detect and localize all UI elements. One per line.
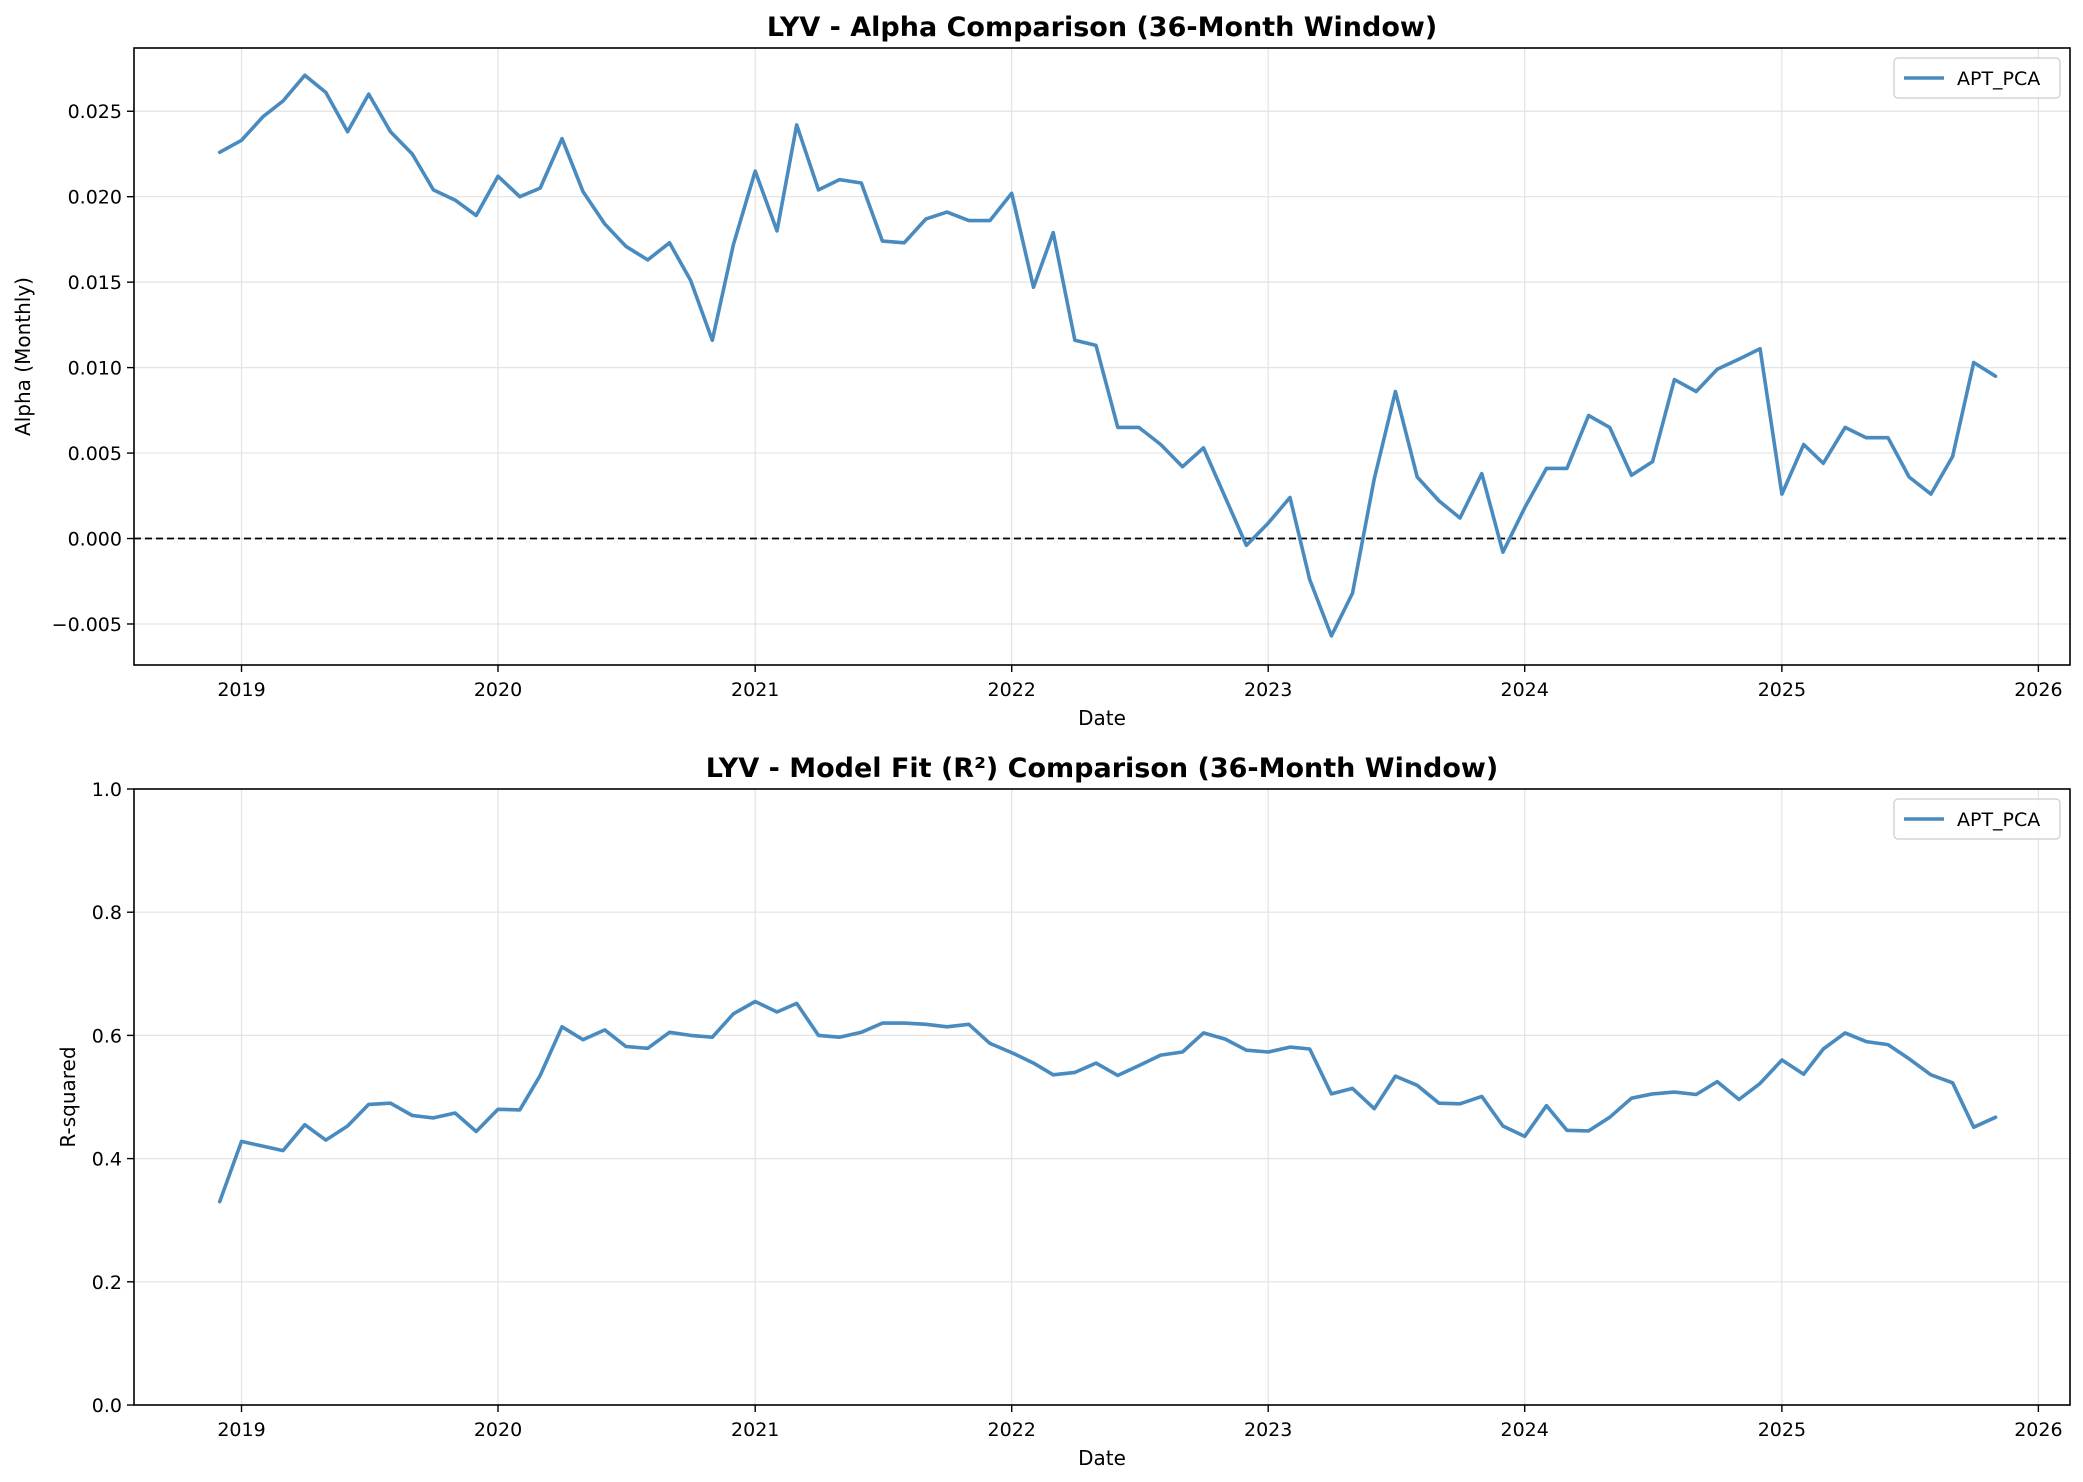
- alpha-chart: 2019 2020 2021 2022 2023 2024 2025 2026 −0.005 0.…: [11, 12, 2071, 730]
- y-tick-label: −0.005: [52, 614, 122, 636]
- y-tick-label: 0.025: [68, 101, 122, 123]
- x-tick-label: 2023: [1244, 1419, 1292, 1441]
- legend-label: APT_PCA: [1957, 809, 2040, 831]
- x-tick-label: 2019: [217, 1419, 265, 1441]
- x-tick-label: 2019: [217, 679, 265, 701]
- chart-title: LYV - Model Fit (R²) Comparison (36-Mont…: [706, 753, 1498, 784]
- r-squared-chart: 2019 2020 2021 2022 2023 2024 2025 2026 0.0 0.2 0.…: [56, 753, 2071, 1470]
- y-tick-label: 0.000: [68, 529, 122, 551]
- x-tick-label: 2026: [2014, 679, 2062, 701]
- legend-box: [1893, 798, 2061, 840]
- x-axis-label: Date: [1078, 1446, 1126, 1470]
- grid: [134, 48, 2070, 665]
- legend: APT_PCA: [1893, 57, 2061, 99]
- plot-frame: [133, 47, 2071, 666]
- y-tick-label: 0.005: [68, 443, 122, 465]
- chart-title: LYV - Alpha Comparison (36-Month Window): [767, 12, 1437, 43]
- y-tick-label: 1.0: [92, 779, 122, 801]
- x-tick-label: 2020: [474, 1419, 522, 1441]
- y-tick-label: 0.8: [92, 902, 122, 924]
- y-tick-label: 0.2: [92, 1272, 122, 1294]
- x-tick-label: 2020: [474, 679, 522, 701]
- x-tick-label: 2022: [988, 1419, 1036, 1441]
- y-tick-label: 0.010: [68, 358, 122, 380]
- x-axis-label: Date: [1078, 706, 1126, 730]
- x-tick-label: 2021: [731, 679, 779, 701]
- y-tick-label: 0.0: [92, 1395, 122, 1417]
- x-tick-label: 2025: [1758, 679, 1806, 701]
- legend-label: APT_PCA: [1957, 68, 2040, 90]
- x-tick-label: 2025: [1758, 1419, 1806, 1441]
- y-tick-label: 0.6: [92, 1025, 122, 1047]
- x-tick-label: 2023: [1244, 679, 1292, 701]
- x-tick-label: 2022: [988, 679, 1036, 701]
- y-tick-label: 0.4: [92, 1149, 122, 1171]
- plot-frame: [133, 788, 2071, 1406]
- y-axis-label: Alpha (Monthly): [11, 277, 35, 436]
- x-tick-label: 2021: [731, 1419, 779, 1441]
- series-line-apt-pca: [217, 999, 1998, 1204]
- y-tick-label: 0.020: [68, 187, 122, 209]
- grid: [134, 788, 2070, 1406]
- x-tick-label: 2024: [1501, 1419, 1549, 1441]
- series-line-apt-pca: [217, 73, 1998, 638]
- legend: APT_PCA: [1893, 798, 2061, 840]
- x-tick-label: 2026: [2014, 1419, 2062, 1441]
- y-tick-label: 0.015: [68, 272, 122, 294]
- legend-box: [1893, 57, 2061, 99]
- y-axis-label: R-squared: [56, 1046, 80, 1147]
- x-tick-label: 2024: [1501, 679, 1549, 701]
